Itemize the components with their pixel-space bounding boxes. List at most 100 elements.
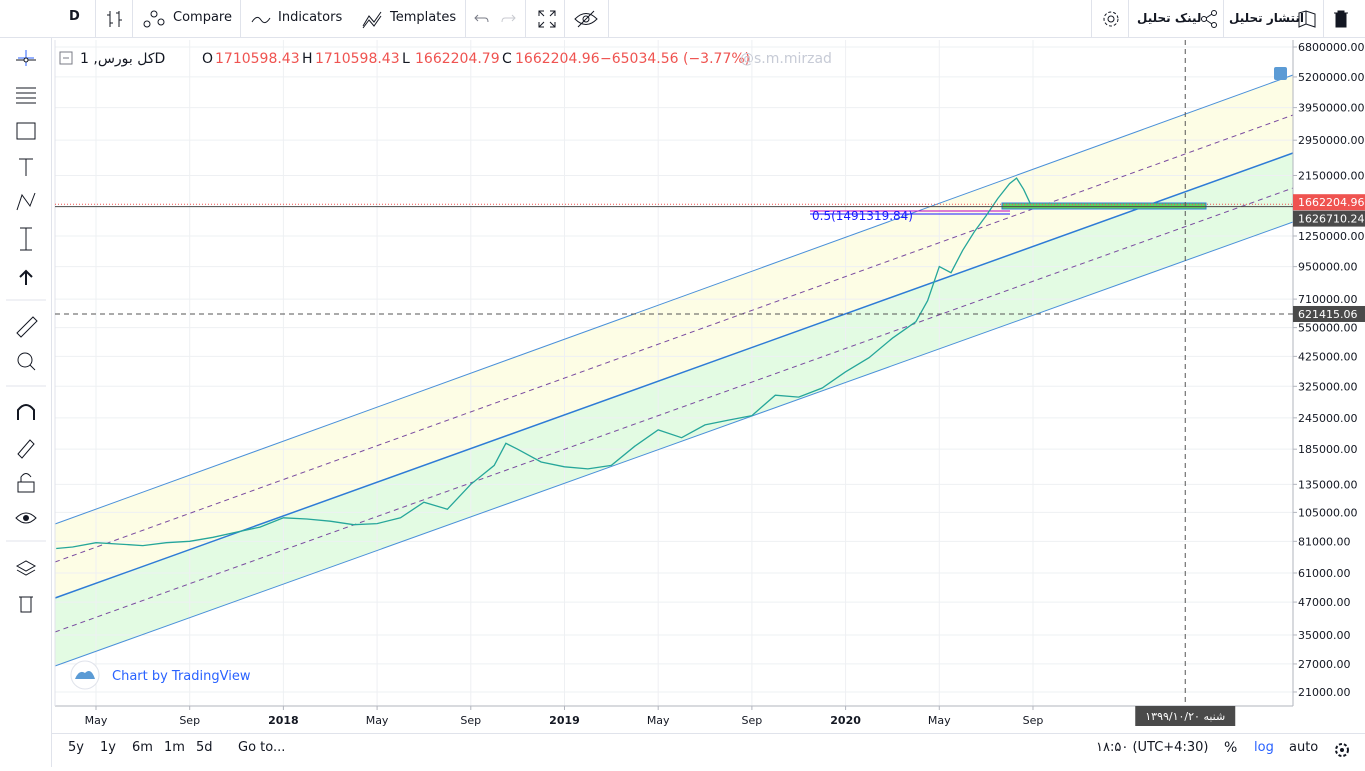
y-tick-label: 21000.00	[1298, 686, 1351, 699]
fib-label: 0.5(1491319.84)	[812, 209, 913, 223]
x-tick-label: Sep	[460, 714, 481, 727]
price-label-bg	[1293, 210, 1365, 227]
y-tick-label: 27000.00	[1298, 658, 1351, 671]
channel-quarter	[54, 114, 1294, 563]
undo-redo[interactable]	[472, 9, 518, 29]
ohlc-label: L	[402, 51, 410, 67]
crosshair-price-bg	[1293, 305, 1365, 322]
ruler-tool[interactable]	[16, 316, 38, 338]
shape-tool[interactable]	[16, 122, 36, 140]
fib-tool[interactable]	[16, 87, 36, 104]
x-tick-label: 2020	[830, 714, 861, 727]
y-tick-label: 81000.00	[1298, 535, 1351, 548]
object-tree[interactable]	[15, 560, 37, 576]
x-tick-label: 2018	[268, 714, 299, 727]
fullscreen-icon[interactable]	[536, 8, 558, 30]
compare-button[interactable]: Compare	[173, 10, 232, 25]
percent-toggle[interactable]: %	[1224, 740, 1238, 756]
hide-icon[interactable]	[573, 8, 599, 30]
indicators-icon[interactable]	[250, 8, 272, 30]
x-tick-label: Sep	[179, 714, 200, 727]
templates-button[interactable]: Templates	[390, 10, 457, 25]
y-tick-label: 710000.00	[1298, 293, 1358, 306]
ohlc-label: H	[302, 51, 313, 67]
x-tick-label: May	[366, 714, 389, 727]
interval-button[interactable]: D	[69, 9, 80, 24]
y-tick-label: 135000.00	[1298, 478, 1358, 491]
y-tick-label: 950000.00	[1298, 261, 1358, 274]
chart-settings[interactable]	[1332, 740, 1352, 760]
draw-mode-tool[interactable]	[17, 439, 35, 459]
auto-toggle[interactable]: auto	[1289, 740, 1319, 755]
attribution[interactable]: Chart by TradingView	[112, 669, 251, 684]
x-tick-label: May	[928, 714, 951, 727]
price-line	[56, 177, 1032, 550]
price-label: 1662204.96	[1298, 196, 1364, 209]
bottom-toolbar: 5y 1y 6m 1m 5d Go to... ۱۸:۵۰ (UTC+4:30) % l…	[52, 733, 1365, 767]
y-tick-label: 245000.00	[1298, 412, 1358, 425]
y-tick-label: 185000.00	[1298, 443, 1358, 456]
y-tick-label: 425000.00	[1298, 350, 1358, 363]
text-tool[interactable]	[19, 158, 33, 176]
info-button[interactable]	[1274, 67, 1287, 80]
y-tick-label: 3950000.00	[1298, 102, 1364, 115]
drawing-tools	[6, 50, 46, 613]
timezone[interactable]: ۱۸:۵۰ (UTC+4:30)	[1096, 740, 1209, 755]
y-tick-label: 2950000.00	[1298, 134, 1364, 147]
zoom-tool[interactable]	[17, 352, 33, 368]
goto-button[interactable]: Go to...	[238, 740, 286, 755]
arrow-tool[interactable]	[19, 269, 33, 285]
y-tick-label: 61000.00	[1298, 567, 1351, 580]
visibility-tool[interactable]	[15, 512, 37, 524]
ohlc-value: 1662204.96	[515, 51, 600, 67]
y-tick-label: 5200000.00	[1298, 71, 1364, 84]
share-icon[interactable]	[1199, 9, 1219, 29]
range-button[interactable]: 5y	[68, 740, 84, 755]
settings-icon[interactable]	[1100, 8, 1122, 30]
symbol[interactable]: کل بورس, 1D	[80, 51, 166, 67]
log-toggle[interactable]: log	[1254, 740, 1274, 755]
price-label: 1626710.24	[1298, 213, 1364, 226]
publish-icon[interactable]	[1296, 8, 1318, 30]
crosshair-date: شنبه ۱۳۹۹/۱۰/۲۰	[1145, 710, 1225, 723]
range-button[interactable]: 1m	[164, 740, 185, 755]
measure-tool[interactable]	[20, 227, 32, 251]
top-toolbar: D Compare Indicators Templates لینک تحلی…	[0, 0, 1365, 38]
tv-logo-mark	[75, 671, 95, 679]
ohlc-value: 1710598.43	[315, 51, 400, 67]
delete-icon[interactable]	[1331, 8, 1351, 30]
ohlc-value: 1710598.43	[215, 51, 300, 67]
left-toolbar	[0, 38, 52, 767]
y-tick-label: 6800000.00	[1298, 41, 1364, 54]
ohlc-label: O	[202, 51, 214, 67]
share-link-button[interactable]: لینک تحلیل	[1137, 11, 1202, 25]
x-tick-label: Sep	[1023, 714, 1044, 727]
channel-quarter	[54, 187, 1294, 633]
y-tick-label: 35000.00	[1298, 629, 1351, 642]
collapse-button[interactable]	[59, 51, 73, 65]
pattern-tool[interactable]	[16, 192, 36, 211]
y-tick-label: 325000.00	[1298, 380, 1358, 393]
remove-drawings[interactable]	[19, 596, 33, 613]
x-tick-label: Sep	[742, 714, 763, 727]
compare-icon[interactable]	[142, 8, 166, 30]
watermark: @s.m.mirzad	[740, 51, 832, 67]
channel-lower	[54, 221, 1294, 667]
magnet-tool[interactable]	[17, 404, 35, 420]
lock-tool[interactable]	[17, 481, 35, 493]
publish-button[interactable]: انتشار تحلیل	[1229, 11, 1304, 25]
ohlc-value: 1662204.79	[415, 51, 500, 67]
crosshair-price: 621415.06	[1298, 308, 1358, 321]
y-tick-label: 550000.00	[1298, 322, 1358, 335]
bar-style-icon[interactable]	[104, 8, 126, 30]
zone-box	[1001, 202, 1207, 210]
channel-middle	[54, 152, 1294, 599]
x-tick-label: 2019	[549, 714, 580, 727]
range-button[interactable]: 5d	[196, 740, 213, 755]
range-button[interactable]: 1y	[100, 740, 116, 755]
range-button[interactable]: 6m	[132, 740, 153, 755]
templates-icon[interactable]	[361, 8, 385, 30]
channel-upper	[54, 74, 1294, 525]
indicators-button[interactable]: Indicators	[278, 10, 343, 25]
